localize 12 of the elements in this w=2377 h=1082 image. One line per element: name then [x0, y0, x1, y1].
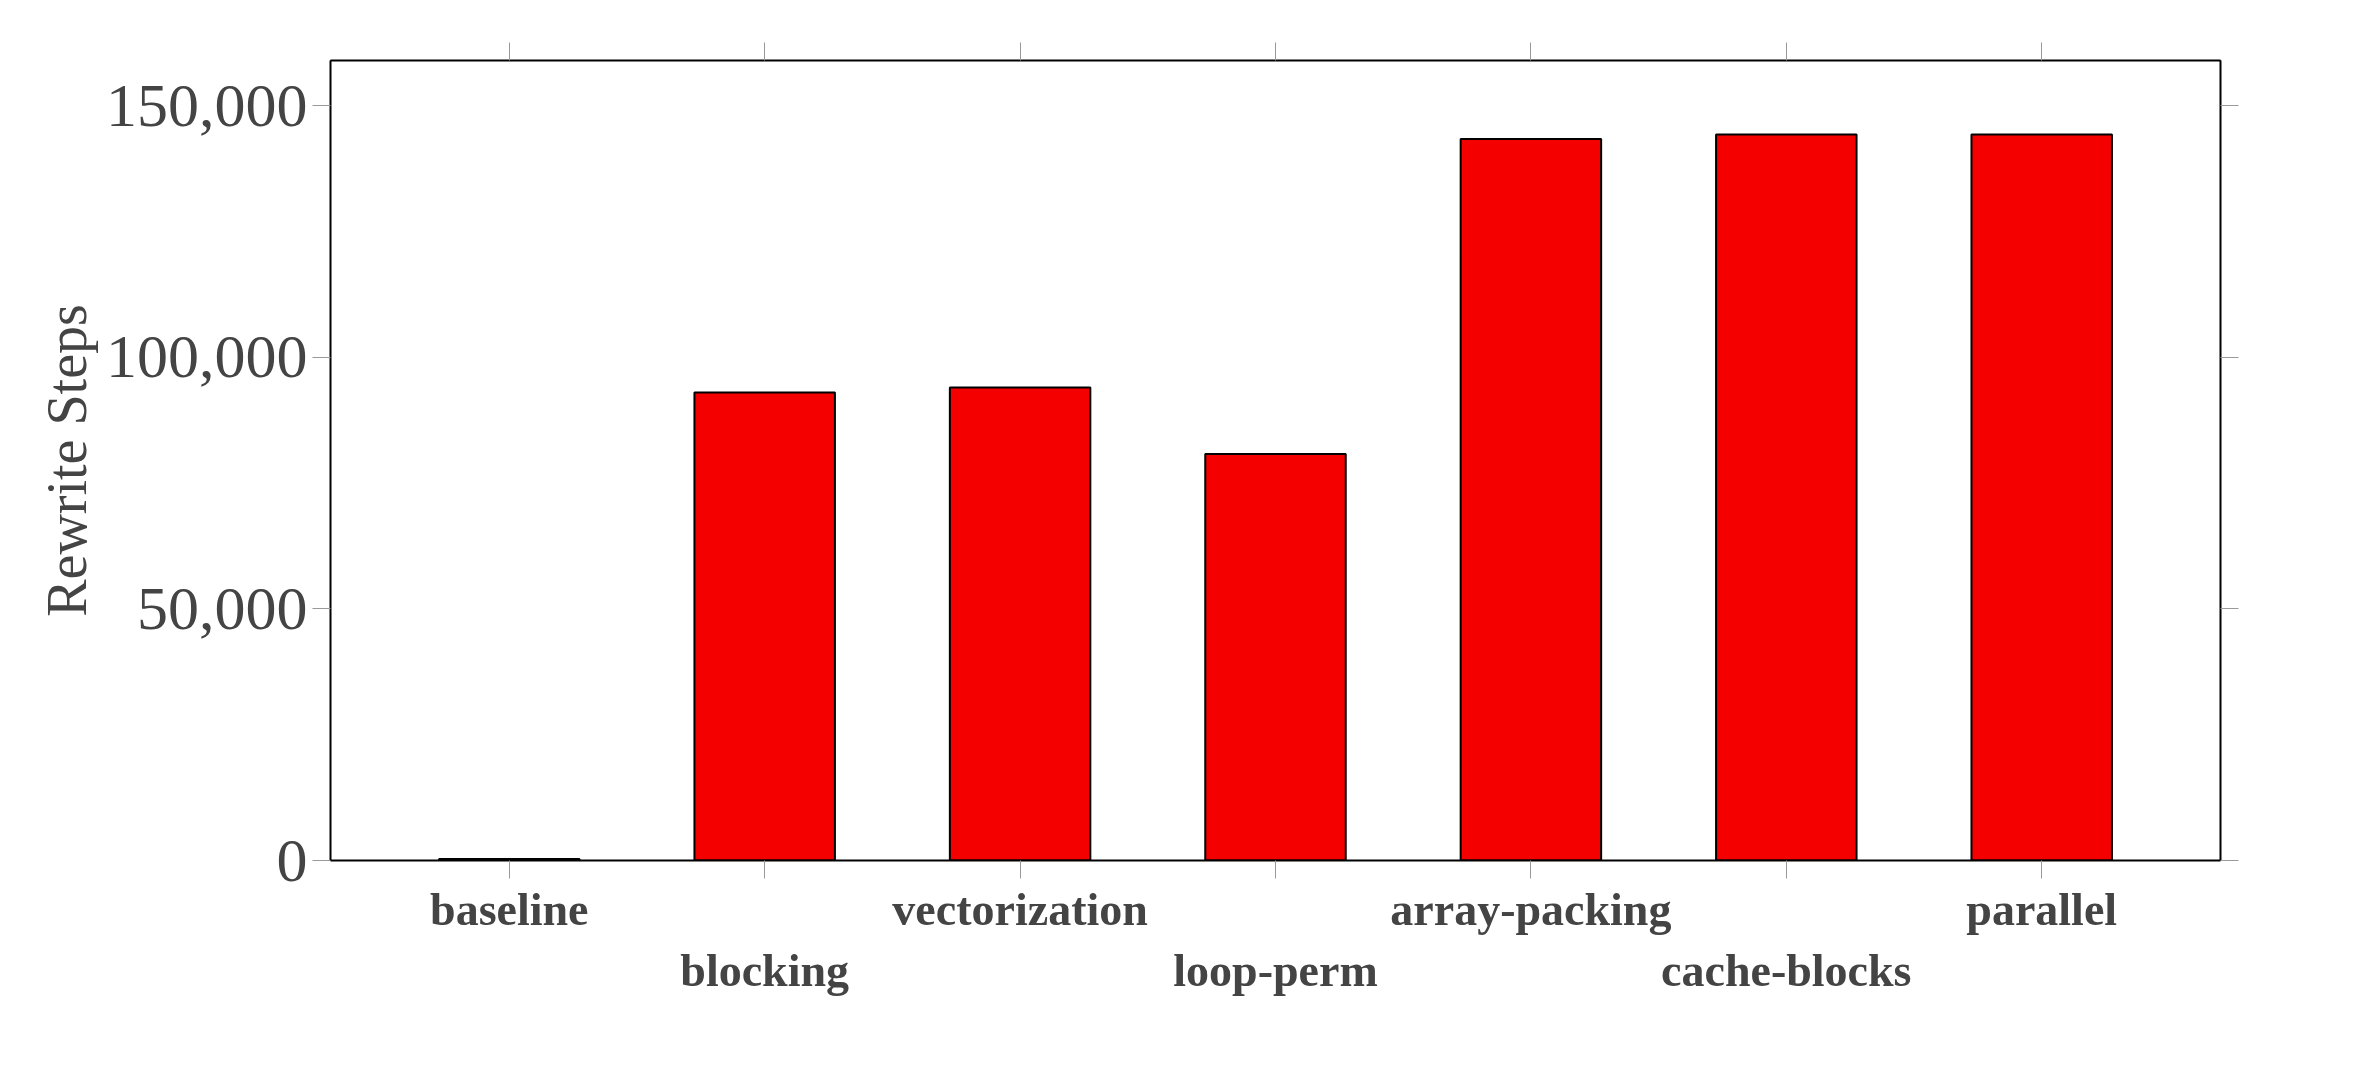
x-tick-label: blocking: [680, 944, 850, 996]
x-tick-label: loop-perm: [1173, 944, 1378, 996]
x-tick-label: parallel: [1966, 883, 2118, 935]
x-tick-label: cache-blocks: [1661, 944, 1912, 996]
x-tick-label: vectorization: [892, 883, 1148, 935]
x-tick-label: array-packing: [1390, 883, 1672, 935]
y-tick-label: 150,000: [106, 70, 308, 139]
y-tick-label: 0: [276, 825, 308, 894]
y-tick-label: 50,000: [137, 573, 308, 642]
y-axis-title: Rewrite Steps: [36, 304, 98, 617]
y-tick-label: 100,000: [106, 322, 308, 391]
x-tick-label: baseline: [430, 883, 589, 935]
